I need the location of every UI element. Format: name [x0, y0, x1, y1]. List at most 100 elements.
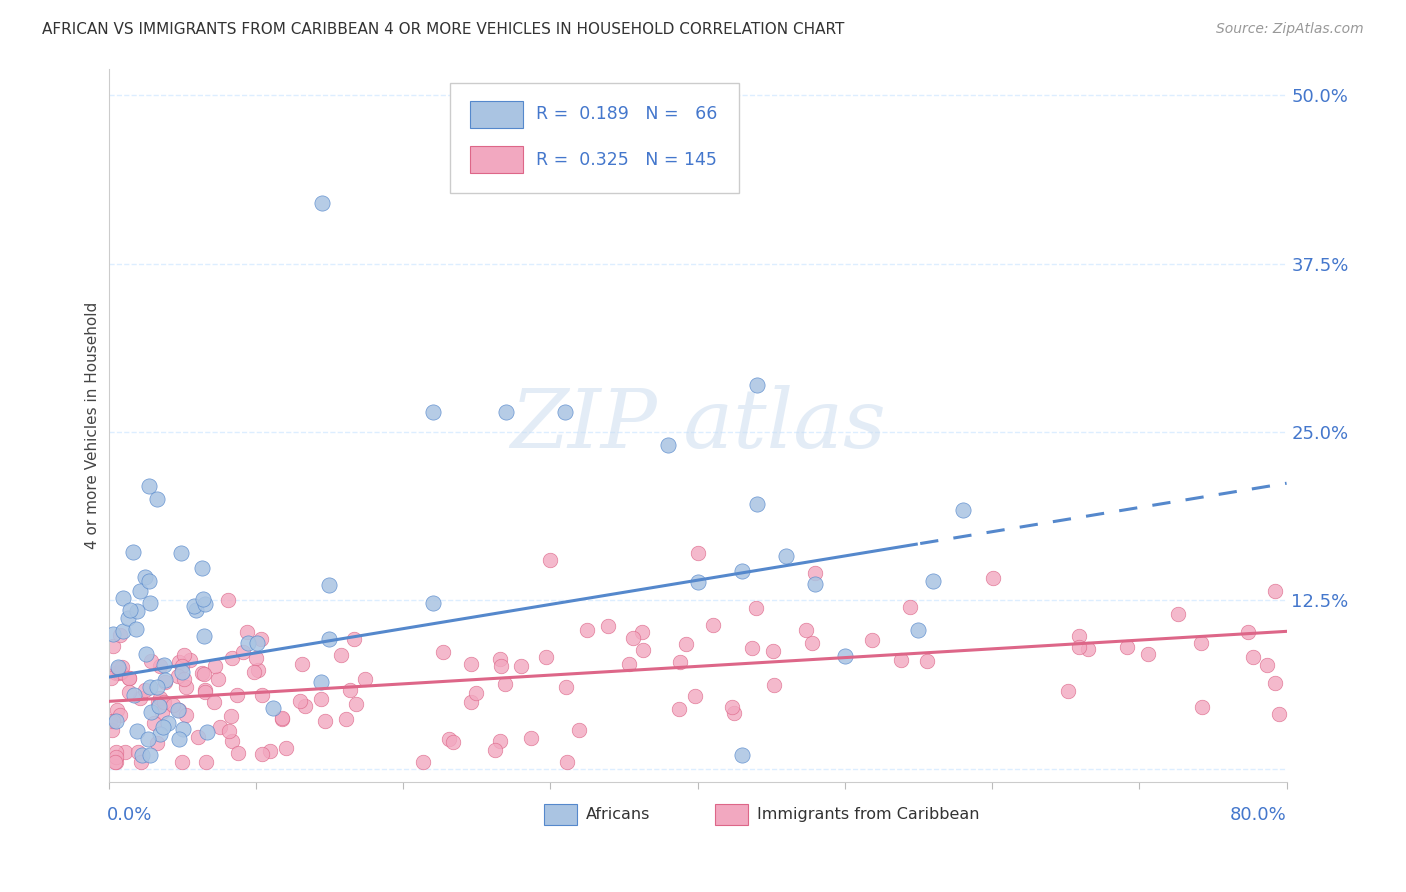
Point: [1237, 625, 1260, 640]
Point: [127, 745, 149, 759]
Point: [218, 723, 240, 738]
Point: [669, 655, 692, 669]
Point: [108, 665, 131, 680]
Point: [741, 640, 763, 655]
Point: [294, 698, 316, 713]
Point: [432, 645, 454, 659]
Point: [170, 665, 193, 679]
Point: [318, 632, 340, 647]
Bar: [716, 804, 748, 825]
Point: [576, 624, 599, 638]
Point: [834, 649, 856, 664]
Point: [1057, 684, 1080, 698]
Point: [114, 745, 136, 759]
Point: [105, 703, 128, 717]
Point: [172, 723, 194, 737]
Point: [139, 654, 162, 668]
Point: [246, 664, 269, 678]
Point: [422, 405, 444, 419]
Point: [271, 712, 294, 726]
Text: Source: ZipAtlas.com: Source: ZipAtlas.com: [1216, 22, 1364, 37]
Point: [598, 619, 620, 633]
Point: [1069, 628, 1091, 642]
Point: [1167, 607, 1189, 621]
Point: [335, 712, 357, 726]
Point: [226, 746, 249, 760]
Point: [146, 695, 169, 709]
Point: [202, 695, 225, 709]
Point: [193, 629, 215, 643]
Point: [1268, 707, 1291, 722]
Point: [155, 674, 177, 689]
Point: [105, 749, 128, 764]
Point: [156, 716, 179, 731]
Point: [193, 667, 215, 681]
Point: [1077, 642, 1099, 657]
FancyBboxPatch shape: [450, 83, 738, 194]
Text: 80.0%: 80.0%: [1230, 806, 1286, 824]
Point: [437, 732, 460, 747]
Point: [538, 553, 561, 567]
Point: [100, 723, 122, 737]
Point: [245, 651, 267, 665]
Point: [191, 592, 214, 607]
Point: [104, 755, 127, 769]
Point: [146, 680, 169, 694]
Point: [686, 574, 709, 589]
Point: [131, 748, 153, 763]
Point: [104, 665, 127, 680]
Point: [907, 624, 929, 638]
Point: [179, 653, 201, 667]
Point: [166, 669, 188, 683]
Point: [108, 707, 131, 722]
Point: [129, 755, 152, 769]
Point: [246, 636, 269, 650]
Point: [194, 685, 217, 699]
Point: [112, 591, 135, 606]
Point: [554, 680, 576, 694]
Point: [152, 720, 174, 734]
Point: [117, 671, 139, 685]
Point: [207, 673, 229, 687]
Point: [194, 682, 217, 697]
Point: [107, 660, 129, 674]
Point: [221, 651, 243, 665]
Point: [236, 625, 259, 640]
Point: [619, 657, 641, 671]
Point: [110, 665, 132, 680]
Point: [169, 703, 191, 717]
Point: [621, 631, 644, 645]
Point: [922, 574, 945, 588]
Point: [217, 592, 239, 607]
Text: 0.0%: 0.0%: [107, 806, 152, 824]
Point: [465, 686, 488, 700]
Point: [1264, 583, 1286, 598]
Point: [162, 698, 184, 713]
Point: [488, 652, 510, 666]
Point: [460, 695, 482, 709]
Point: [329, 648, 352, 662]
Point: [630, 624, 652, 639]
Point: [139, 705, 162, 719]
Point: [775, 549, 797, 563]
Point: [509, 659, 531, 673]
Point: [149, 727, 172, 741]
Point: [494, 677, 516, 691]
Point: [225, 688, 247, 702]
Point: [262, 701, 284, 715]
Point: [983, 571, 1005, 585]
Point: [657, 438, 679, 452]
Point: [128, 690, 150, 705]
Point: [890, 653, 912, 667]
Point: [134, 683, 156, 698]
Point: [221, 709, 243, 723]
Point: [125, 622, 148, 636]
Point: [118, 603, 141, 617]
Point: [107, 661, 129, 675]
Point: [460, 657, 482, 671]
Point: [250, 632, 273, 646]
Point: [731, 748, 754, 763]
Point: [204, 658, 226, 673]
Point: [1116, 640, 1139, 654]
Point: [488, 734, 510, 748]
